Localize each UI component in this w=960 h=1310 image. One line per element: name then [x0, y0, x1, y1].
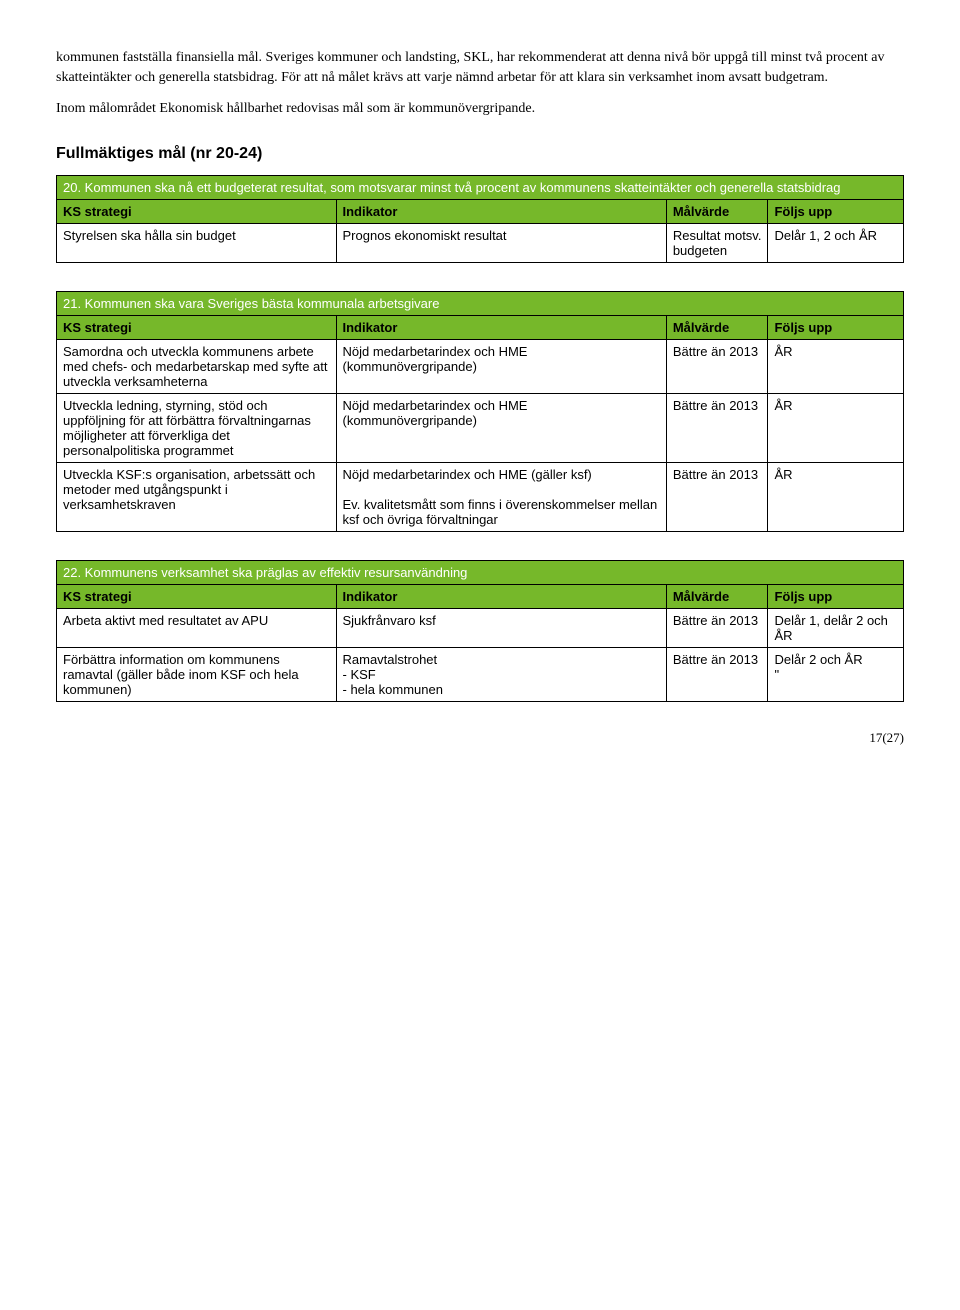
table-row: Förbättra information om kommunens ramav…: [57, 647, 904, 701]
section-heading: Fullmäktiges mål (nr 20-24): [56, 145, 904, 163]
paragraph-2: Inom målområdet Ekonomisk hållbarhet red…: [56, 99, 904, 119]
cell-indicator: Nöjd medarbetarindex och HME (kommunöver…: [336, 339, 666, 393]
table-row: Samordna och utveckla kommunens arbete m…: [57, 339, 904, 393]
cell-strategy: Förbättra information om kommunens ramav…: [57, 647, 337, 701]
cell-target: Bättre än 2013: [666, 393, 768, 462]
header-target: Målvärde: [666, 584, 768, 608]
banner-text: 20. Kommunen ska nå ett budgeterat resul…: [57, 175, 904, 199]
header-strategy: KS strategi: [57, 584, 337, 608]
cell-indicator: Ramavtalstrohet - KSF - hela kommunen: [336, 647, 666, 701]
table-row: Utveckla KSF:s organisation, arbetssätt …: [57, 462, 904, 531]
banner-text: 21. Kommunen ska vara Sveriges bästa kom…: [57, 291, 904, 315]
table-header-row: KS strategi Indikator Målvärde Följs upp: [57, 315, 904, 339]
header-strategy: KS strategi: [57, 199, 337, 223]
table-banner: 21. Kommunen ska vara Sveriges bästa kom…: [57, 291, 904, 315]
table-row: Arbeta aktivt med resultatet av APU Sjuk…: [57, 608, 904, 647]
cell-target: Resultat motsv. budgeten: [666, 223, 768, 262]
paragraph-1: kommunen fastställa finansiella mål. Sve…: [56, 48, 904, 87]
cell-follow: Delår 1, delår 2 och ÅR: [768, 608, 904, 647]
goal-table-21: 21. Kommunen ska vara Sveriges bästa kom…: [56, 291, 904, 532]
cell-target: Bättre än 2013: [666, 647, 768, 701]
page-number: 17(27): [56, 730, 904, 746]
cell-follow: Delår 2 och ÅR ": [768, 647, 904, 701]
header-strategy: KS strategi: [57, 315, 337, 339]
header-indicator: Indikator: [336, 584, 666, 608]
header-indicator: Indikator: [336, 315, 666, 339]
banner-text: 22. Kommunens verksamhet ska präglas av …: [57, 560, 904, 584]
cell-strategy: Styrelsen ska hålla sin budget: [57, 223, 337, 262]
goal-table-22: 22. Kommunens verksamhet ska präglas av …: [56, 560, 904, 702]
header-indicator: Indikator: [336, 199, 666, 223]
table-banner: 20. Kommunen ska nå ett budgeterat resul…: [57, 175, 904, 199]
table-header-row: KS strategi Indikator Målvärde Följs upp: [57, 584, 904, 608]
cell-indicator: Prognos ekonomiskt resultat: [336, 223, 666, 262]
table-banner: 22. Kommunens verksamhet ska präglas av …: [57, 560, 904, 584]
cell-target: Bättre än 2013: [666, 462, 768, 531]
table-header-row: KS strategi Indikator Målvärde Följs upp: [57, 199, 904, 223]
cell-follow: ÅR: [768, 462, 904, 531]
table-row: Styrelsen ska hålla sin budget Prognos e…: [57, 223, 904, 262]
cell-indicator: Sjukfrånvaro ksf: [336, 608, 666, 647]
header-target: Målvärde: [666, 199, 768, 223]
header-follow: Följs upp: [768, 315, 904, 339]
header-follow: Följs upp: [768, 584, 904, 608]
cell-strategy: Utveckla KSF:s organisation, arbetssätt …: [57, 462, 337, 531]
cell-target: Bättre än 2013: [666, 608, 768, 647]
cell-follow: ÅR: [768, 339, 904, 393]
cell-follow: ÅR: [768, 393, 904, 462]
cell-strategy: Utveckla ledning, styrning, stöd och upp…: [57, 393, 337, 462]
cell-strategy: Samordna och utveckla kommunens arbete m…: [57, 339, 337, 393]
cell-target: Bättre än 2013: [666, 339, 768, 393]
table-row: Utveckla ledning, styrning, stöd och upp…: [57, 393, 904, 462]
cell-indicator: Nöjd medarbetarindex och HME (gäller ksf…: [336, 462, 666, 531]
cell-follow: Delår 1, 2 och ÅR: [768, 223, 904, 262]
header-target: Målvärde: [666, 315, 768, 339]
cell-strategy: Arbeta aktivt med resultatet av APU: [57, 608, 337, 647]
goal-table-20: 20. Kommunen ska nå ett budgeterat resul…: [56, 175, 904, 263]
header-follow: Följs upp: [768, 199, 904, 223]
cell-indicator: Nöjd medarbetarindex och HME (kommunöver…: [336, 393, 666, 462]
